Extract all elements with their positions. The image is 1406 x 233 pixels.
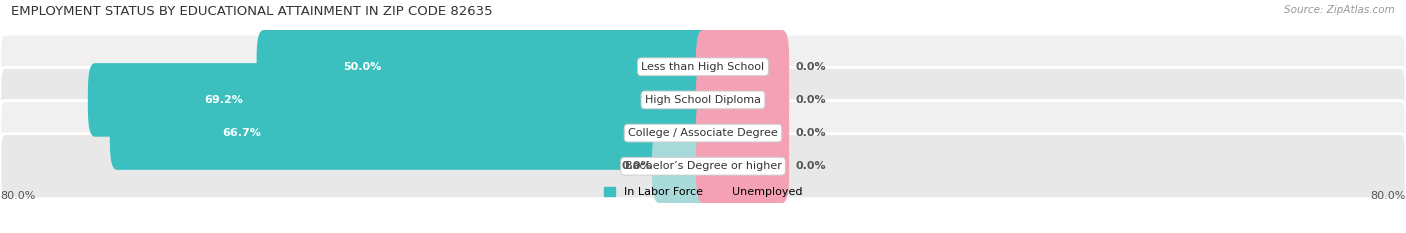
FancyBboxPatch shape xyxy=(0,101,1406,165)
Text: High School Diploma: High School Diploma xyxy=(645,95,761,105)
Text: 0.0%: 0.0% xyxy=(796,62,825,72)
Text: College / Associate Degree: College / Associate Degree xyxy=(628,128,778,138)
Text: 80.0%: 80.0% xyxy=(0,191,35,201)
FancyBboxPatch shape xyxy=(696,30,789,104)
Text: Source: ZipAtlas.com: Source: ZipAtlas.com xyxy=(1284,5,1395,15)
FancyBboxPatch shape xyxy=(696,129,789,203)
Text: 66.7%: 66.7% xyxy=(222,128,262,138)
FancyBboxPatch shape xyxy=(0,134,1406,199)
FancyBboxPatch shape xyxy=(257,30,710,104)
Text: 0.0%: 0.0% xyxy=(796,161,825,171)
FancyBboxPatch shape xyxy=(87,63,710,137)
Text: 69.2%: 69.2% xyxy=(204,95,243,105)
FancyBboxPatch shape xyxy=(110,96,710,170)
FancyBboxPatch shape xyxy=(696,63,789,137)
FancyBboxPatch shape xyxy=(0,68,1406,132)
Text: 0.0%: 0.0% xyxy=(796,95,825,105)
Text: EMPLOYMENT STATUS BY EDUCATIONAL ATTAINMENT IN ZIP CODE 82635: EMPLOYMENT STATUS BY EDUCATIONAL ATTAINM… xyxy=(11,5,494,18)
Text: 50.0%: 50.0% xyxy=(343,62,381,72)
Text: Less than High School: Less than High School xyxy=(641,62,765,72)
FancyBboxPatch shape xyxy=(0,34,1406,99)
Text: 0.0%: 0.0% xyxy=(796,128,825,138)
FancyBboxPatch shape xyxy=(696,96,789,170)
Text: Bachelor’s Degree or higher: Bachelor’s Degree or higher xyxy=(624,161,782,171)
FancyBboxPatch shape xyxy=(652,129,710,203)
Legend: In Labor Force, Unemployed: In Labor Force, Unemployed xyxy=(603,187,803,197)
Text: 80.0%: 80.0% xyxy=(1371,191,1406,201)
Text: 0.0%: 0.0% xyxy=(621,161,652,171)
